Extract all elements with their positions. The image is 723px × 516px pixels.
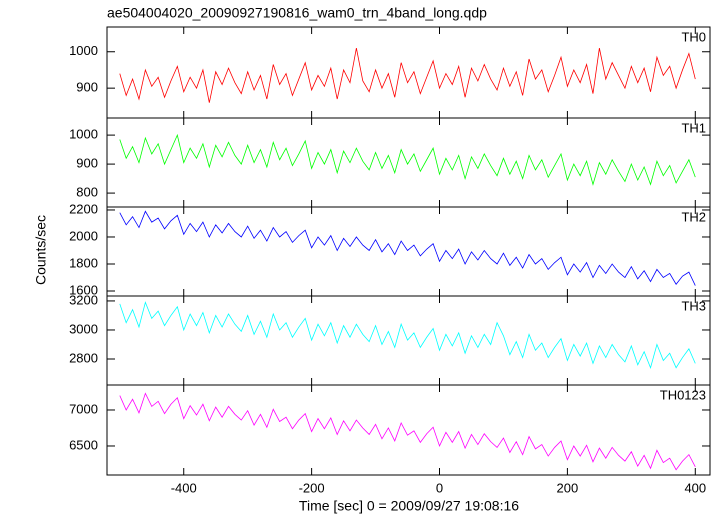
panel-label: TH3: [681, 298, 706, 313]
y-tick-label: 800: [76, 185, 98, 200]
panel-frame: [106, 384, 711, 476]
panel-label: TH0: [681, 29, 706, 44]
y-tick-label: 2000: [69, 228, 98, 243]
y-tick-label: 1000: [69, 43, 98, 58]
x-tick-label: 400: [684, 480, 706, 495]
x-tick-label: 200: [557, 480, 579, 495]
y-tick-label: 2800: [69, 350, 98, 365]
panel-frame: [106, 26, 711, 119]
y-tick-label: 6500: [69, 437, 98, 452]
y-tick-label: 1800: [69, 255, 98, 270]
y-tick-label: 3000: [69, 321, 98, 336]
data-line: [119, 392, 696, 471]
panel-label: TH0123: [660, 387, 706, 402]
x-tick-label: -200: [299, 480, 325, 495]
x-tick-label: 0: [436, 480, 443, 495]
y-tick-label: 900: [76, 80, 98, 95]
y-tick-label: 1000: [69, 127, 98, 142]
y-tick-label: 7000: [69, 401, 98, 416]
data-line: [119, 210, 696, 286]
x-axis-label: Time [sec] 0 = 2009/09/27 19:08:16: [299, 498, 519, 514]
panel-frame: [106, 295, 711, 386]
panel-frame: [106, 206, 711, 297]
data-line: [119, 301, 696, 369]
panel-label: TH2: [681, 209, 706, 224]
y-tick-label: 1600: [69, 282, 98, 297]
y-tick-label: 3200: [69, 292, 98, 307]
y-tick-label: 2200: [69, 201, 98, 216]
y-tick-label: 900: [76, 156, 98, 171]
chart-title: ae504004020_20090927190816_wam0_trn_4ban…: [107, 5, 487, 21]
data-line: [119, 48, 696, 103]
x-tick-label: -400: [171, 480, 197, 495]
data-line: [119, 133, 696, 186]
panel-label: TH1: [681, 120, 706, 135]
y-axis-label: Counts/sec: [33, 215, 49, 285]
